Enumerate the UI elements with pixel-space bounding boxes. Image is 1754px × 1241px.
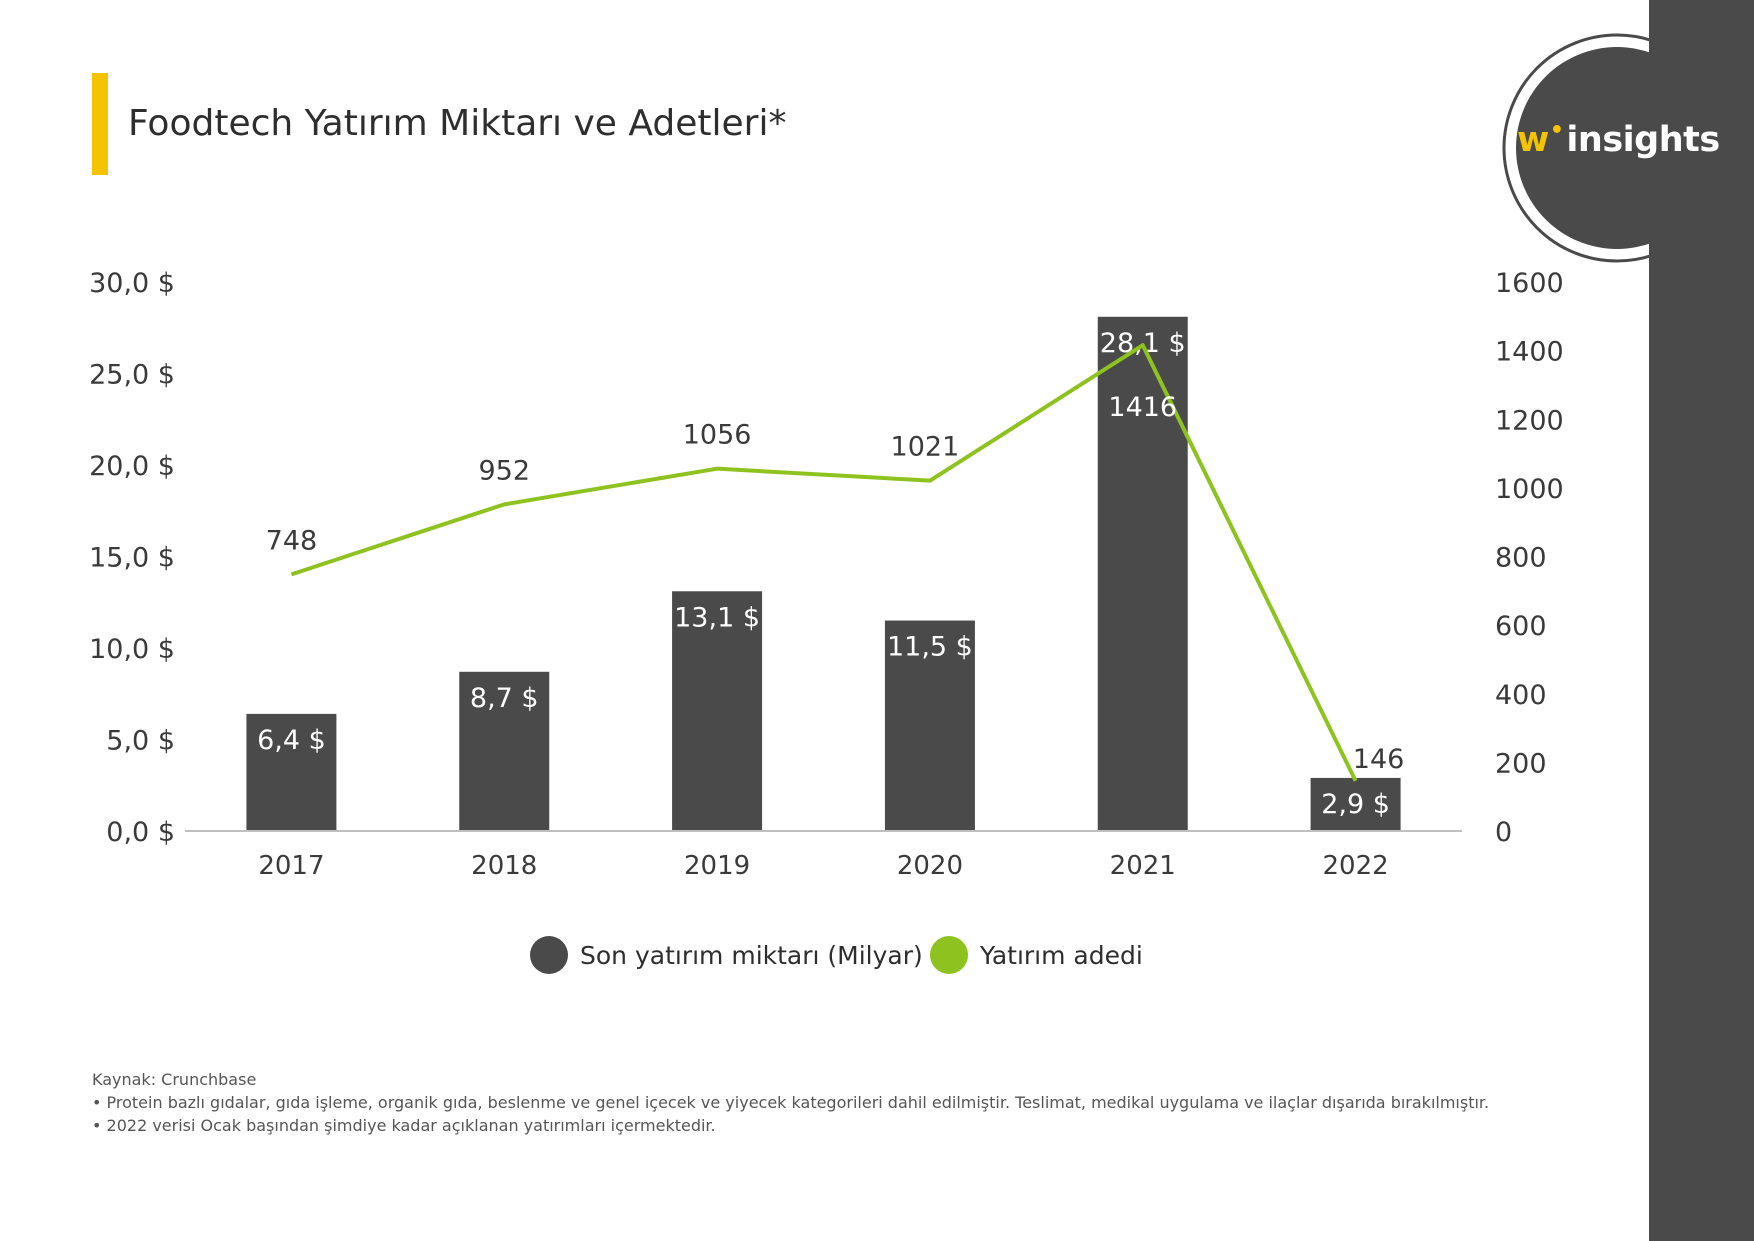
- x-axis-tick-label: 2017: [258, 851, 324, 881]
- x-axis-tick-label: 2021: [1110, 851, 1176, 881]
- page-title: Foodtech Yatırım Miktarı ve Adetleri*: [128, 103, 787, 144]
- line-data-label: 146: [1353, 744, 1405, 775]
- bar-2017: [246, 713, 337, 831]
- bar-2018: [459, 671, 550, 831]
- right-axis-tick-label: 800: [1495, 543, 1547, 574]
- right-axis-tick-label: 1400: [1495, 337, 1564, 368]
- bar-data-label: 13,1 $: [674, 602, 760, 633]
- footnote-note-1: • Protein bazlı gıdalar, gıda işleme, or…: [92, 1093, 1490, 1112]
- line-data-label: 952: [478, 455, 530, 486]
- bar-data-label: 11,5 $: [887, 632, 973, 663]
- left-axis-tick-label: 0,0 $: [106, 817, 175, 848]
- right-axis-tick-label: 200: [1495, 748, 1547, 779]
- left-axis-tick-label: 5,0 $: [106, 726, 175, 757]
- right-axis-tick-label: 400: [1495, 680, 1547, 711]
- bar-2020: [884, 620, 975, 831]
- logo-dot: •: [1549, 118, 1564, 143]
- x-axis-tick-label: 2018: [471, 851, 537, 881]
- bar-data-label: 8,7 $: [470, 683, 539, 714]
- legend-label-line: Yatırım adedi: [980, 940, 1143, 970]
- line-data-label: 1416: [1108, 392, 1177, 423]
- bar-data-label: 2,9 $: [1321, 789, 1390, 820]
- logo-w: w: [1517, 120, 1549, 160]
- bar-2019: [672, 591, 763, 831]
- left-axis-tick-label: 25,0 $: [89, 360, 175, 391]
- right-axis-tick-label: 600: [1495, 611, 1547, 642]
- right-axis-tick-label: 1600: [1495, 268, 1564, 299]
- line-series-count: [290, 343, 1358, 782]
- line-data-label: 1021: [891, 432, 960, 463]
- footnote-note-2: • 2022 verisi Ocak başından şimdiye kada…: [92, 1116, 716, 1135]
- logo: [1480, 28, 1754, 268]
- x-axis-tick-label: 2020: [897, 851, 963, 881]
- x-axis-tick-label: 2019: [684, 851, 750, 881]
- legend-item-line: Yatırım adedi: [930, 932, 1143, 978]
- legend-swatch-line: [930, 936, 968, 974]
- left-axis-tick-label: 20,0 $: [89, 451, 175, 482]
- logo-insights: insights: [1566, 120, 1720, 160]
- legend-label-bars: Son yatırım miktarı (Milyar): [580, 940, 923, 970]
- left-axis-tick-label: 30,0 $: [89, 268, 175, 299]
- footnotes: Kaynak: Crunchbase • Protein bazlı gıdal…: [92, 1068, 1489, 1137]
- legend-item-bars: Son yatırım miktarı (Milyar): [530, 932, 923, 978]
- bar-data-label: 6,4 $: [257, 725, 326, 756]
- right-axis-tick-label: 1200: [1495, 405, 1564, 436]
- footnote-source: Kaynak: Crunchbase: [92, 1070, 257, 1089]
- line-data-label: 1056: [683, 420, 752, 451]
- legend-swatch-bars: [530, 936, 568, 974]
- line-data-label: 748: [266, 525, 318, 556]
- x-axis-tick-label: 2022: [1322, 851, 1388, 881]
- right-axis-tick-label: 1000: [1495, 474, 1564, 505]
- left-axis-tick-label: 15,0 $: [89, 543, 175, 574]
- logo-wordmark: w•insights: [1517, 118, 1720, 160]
- bar-2022: [1310, 777, 1401, 831]
- logo-badge: [1502, 33, 1732, 263]
- legend: Son yatırım miktarı (Milyar) Yatırım ade…: [0, 932, 1460, 978]
- right-axis-tick-label: 0: [1495, 817, 1512, 848]
- left-axis-tick-label: 10,0 $: [89, 634, 175, 665]
- title-accent-bar: [92, 73, 108, 175]
